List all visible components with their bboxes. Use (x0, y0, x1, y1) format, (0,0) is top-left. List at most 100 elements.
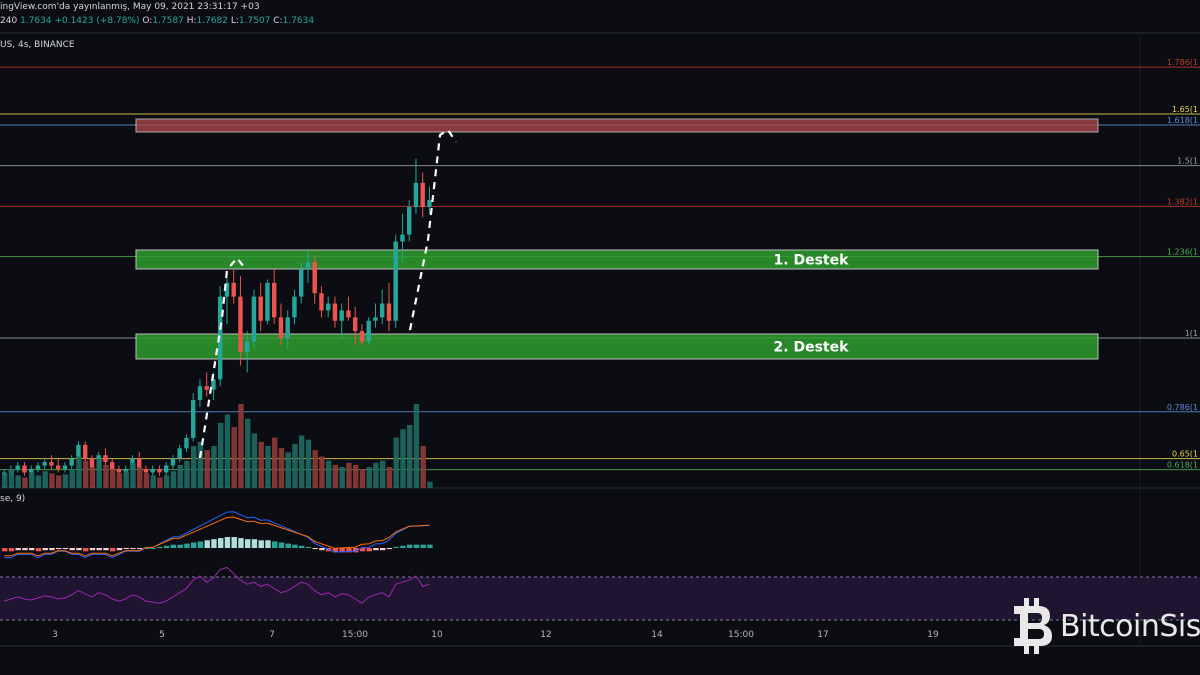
macd-bar (130, 548, 136, 550)
volume-bar (143, 473, 150, 488)
fib-label-5: 1.236(1 (1167, 248, 1198, 257)
volume-bar (326, 460, 332, 488)
volume-bar (265, 446, 271, 488)
volume-bar (231, 427, 237, 488)
candle-body (427, 200, 432, 208)
volume-bar (110, 469, 116, 488)
macd-bar (319, 548, 325, 551)
volume-bar (400, 429, 406, 488)
macd-bar (62, 548, 69, 550)
candle-body (420, 182, 425, 208)
fib-label-0: 1.786(1 (1167, 58, 1198, 67)
candle-body (62, 465, 68, 469)
x-tick-label: 15:00 (728, 630, 754, 640)
macd-bar (231, 537, 237, 548)
volume-bar (292, 443, 298, 488)
volume-bar (177, 464, 183, 488)
candle-body (89, 458, 95, 469)
macd-bar (299, 545, 305, 548)
volume-bar (150, 475, 156, 488)
volume-bar (56, 475, 62, 488)
macd-bar (2, 548, 8, 552)
volume-bar (413, 404, 420, 488)
macd-bar (83, 548, 89, 552)
volume-bar (258, 441, 264, 488)
candle-body (400, 234, 405, 242)
zone-3 (135, 118, 1099, 133)
macd-bar (420, 544, 426, 548)
signal-line (4, 516, 430, 557)
candle-body (170, 458, 176, 466)
volume-bar (197, 441, 204, 488)
volume-bar (130, 462, 136, 488)
candle-body (76, 444, 81, 459)
candle-body (393, 241, 398, 321)
macd-bar (170, 544, 177, 548)
x-tick-label: 5 (159, 630, 165, 640)
candle-body (305, 262, 311, 270)
macd-bar (272, 541, 278, 548)
volume-bar (96, 458, 102, 488)
macd-bar (258, 540, 264, 548)
macd-bar (110, 548, 116, 552)
candle-body (150, 468, 155, 473)
candle-body (197, 386, 203, 401)
x-tick-label: 7 (269, 630, 275, 640)
candle-body (292, 296, 297, 318)
candle-body (69, 458, 74, 466)
x-tick-label: 19 (927, 630, 939, 640)
macd-bar (251, 539, 258, 548)
candle-body (137, 458, 142, 469)
macd-bar (407, 544, 413, 548)
candle-body (413, 182, 419, 208)
zone-2 (135, 333, 1099, 360)
candle-body (332, 303, 338, 321)
macd-bar (285, 543, 291, 548)
candle-body (359, 331, 365, 342)
macd-bar (353, 548, 359, 553)
volume-bar (393, 437, 399, 488)
macd-bar (339, 548, 345, 553)
open-value: 1.7587 (152, 16, 184, 26)
candle-body (211, 379, 216, 390)
macd-bar (96, 548, 102, 551)
volume-bar (285, 452, 291, 488)
macd-bar (143, 548, 150, 549)
volume-bar (427, 481, 433, 488)
macd-bar (49, 548, 55, 551)
macd-bar (89, 548, 96, 551)
macd-bar (157, 546, 163, 548)
volume-bar (278, 448, 285, 488)
candle-body (157, 468, 162, 473)
candle-body (184, 437, 189, 449)
last-price: 1.7634 (20, 16, 52, 26)
volume-bar (380, 460, 386, 488)
candle-body (251, 296, 257, 342)
volume-bar (386, 467, 393, 488)
candle-body (258, 296, 263, 321)
x-tick-label: 3 (52, 630, 58, 640)
volume-bar (238, 404, 244, 488)
candle-body (312, 262, 317, 294)
macd-bar (393, 546, 399, 548)
candle-body (191, 400, 196, 438)
price-change: +0.1423 (+8.78%) (54, 16, 140, 26)
projection-path-1 (198, 256, 245, 459)
macd-bar (427, 544, 433, 548)
macd-bar (265, 540, 271, 548)
volume-bar (29, 472, 35, 488)
candle-body (143, 468, 149, 473)
macd-bar (386, 548, 393, 550)
macd-bar (137, 548, 143, 550)
volume-bar (170, 471, 177, 488)
macd-bar (312, 548, 318, 550)
chart-header: ingView.com'da yayınlanmış, May 09, 2021… (0, 2, 260, 12)
candle-body (204, 386, 209, 390)
candle-body (110, 462, 115, 469)
candle-body (56, 465, 61, 469)
x-tick-label: 15:00 (342, 630, 368, 640)
symbol-label: US, 4s, BINANCE (0, 40, 75, 50)
macd-bar (116, 548, 123, 551)
candle-body (83, 444, 88, 459)
